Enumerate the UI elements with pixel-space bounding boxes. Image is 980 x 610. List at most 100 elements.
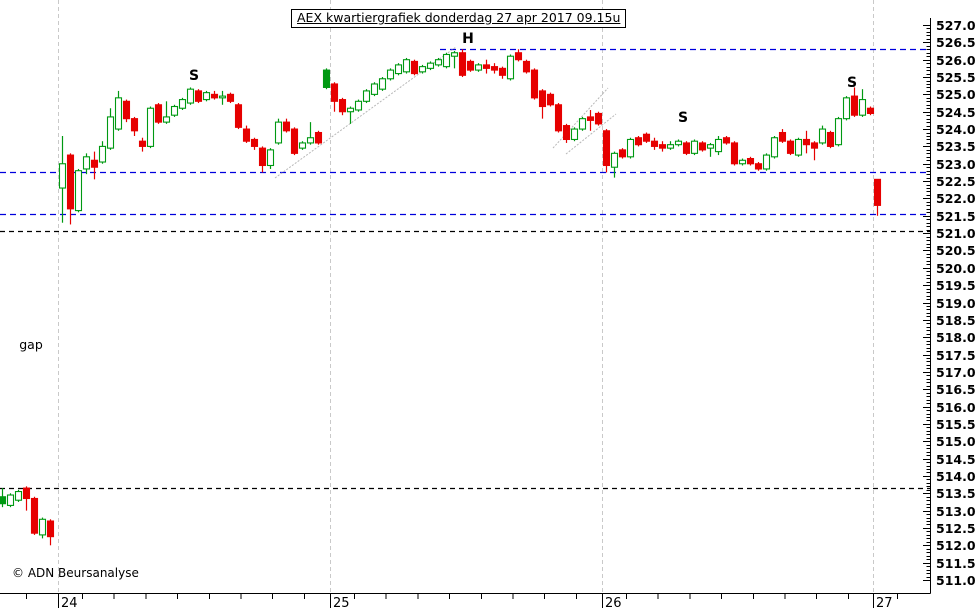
candle: [754, 162, 763, 171]
candle: [258, 146, 267, 173]
candle: [98, 141, 107, 164]
candle-body: [466, 60, 475, 71]
candle: [386, 68, 395, 81]
candle: [226, 92, 235, 104]
candle: [266, 148, 275, 169]
candle: [274, 118, 283, 145]
candle-body: [138, 140, 147, 147]
y-tick-label: 526.5: [936, 35, 976, 50]
y-axis-ticks: 511.0 511.5 512.0 512.5 513.0 513.5 514.0 514.5…: [923, 18, 976, 588]
candle-body: [706, 144, 715, 149]
candle: [634, 136, 643, 147]
candle-body: [602, 130, 611, 167]
candle: [402, 57, 411, 74]
candle: [866, 106, 875, 116]
y-tick-label: 523.5: [936, 139, 976, 154]
y-tick-label: 511.5: [936, 556, 976, 571]
candle-body: [650, 140, 659, 147]
candle: [378, 77, 387, 91]
candle-body: [154, 104, 163, 123]
candle: [0, 488, 7, 508]
candle-body: [218, 95, 227, 99]
x-axis-ticks: 24 25 26 27: [26, 593, 898, 610]
candle: [786, 139, 795, 156]
candle: [90, 151, 99, 180]
candle: [626, 137, 635, 159]
candle-body: [0, 496, 7, 505]
candle: [578, 116, 587, 131]
candle: [802, 130, 811, 154]
candle: [162, 101, 171, 124]
y-tick-label: 520.0: [936, 261, 976, 276]
candle-body: [98, 145, 107, 163]
candle-body: [778, 131, 787, 142]
candle: [370, 82, 379, 97]
candle: [490, 63, 499, 74]
candle-body: [266, 149, 275, 167]
pattern-label: S: [678, 110, 688, 126]
candle: [362, 89, 371, 104]
y-tick-label: 526.0: [936, 53, 976, 68]
candle: [122, 99, 131, 123]
y-tick-label: 512.0: [936, 538, 976, 553]
candle-body: [578, 118, 587, 130]
candle: [682, 141, 691, 156]
candlesticks: [0, 49, 882, 546]
candle-body: [322, 69, 331, 88]
candle-body: [226, 93, 235, 102]
y-tick-label: 525.0: [936, 87, 976, 102]
candle-body: [586, 116, 595, 121]
candle: [778, 129, 787, 143]
candle: [834, 116, 843, 147]
candle: [22, 486, 31, 511]
candle-body: [666, 144, 675, 149]
candle-body: [282, 121, 291, 132]
candle: [82, 153, 91, 175]
candle-body: [106, 116, 115, 149]
day-label: 24: [61, 596, 78, 610]
candle-body: [546, 93, 555, 106]
candle-body: [210, 93, 219, 99]
candle-body: [162, 116, 171, 123]
candle: [810, 141, 819, 161]
trendline: [552, 87, 609, 149]
candle-body: [338, 99, 347, 113]
candle: [130, 116, 139, 136]
candle-body: [298, 142, 307, 149]
candle-body: [314, 131, 323, 144]
candle-body: [170, 105, 179, 116]
candle: [730, 141, 739, 166]
candle-body: [770, 137, 779, 158]
candle-body: [634, 137, 643, 146]
candle: [346, 106, 355, 124]
y-tick-label: 519.0: [936, 296, 976, 311]
candle: [873, 178, 882, 216]
candle: [538, 89, 547, 119]
candle-body: [178, 99, 187, 109]
candle: [570, 127, 579, 142]
candle: [746, 156, 755, 166]
candle-body: [234, 104, 243, 128]
candle-body: [682, 142, 691, 154]
candle: [722, 136, 731, 145]
candle-body: [506, 55, 515, 80]
candle-body: [562, 125, 571, 141]
y-tick-label: 514.0: [936, 469, 976, 484]
candle: [562, 123, 571, 143]
candle: [850, 87, 859, 117]
y-tick-label: 522.5: [936, 174, 976, 189]
candle: [498, 66, 507, 79]
candle: [170, 104, 179, 117]
candle-body: [442, 53, 451, 68]
candle-body: [370, 83, 379, 95]
candle-body: [794, 138, 803, 156]
candle-body: [82, 156, 91, 170]
candle: [330, 82, 339, 112]
candle-body: [38, 518, 47, 536]
y-tick-label: 521.5: [936, 209, 976, 224]
y-tick-label: 516.5: [936, 382, 976, 397]
candle-body: [6, 494, 15, 506]
candle: [762, 153, 771, 171]
candle-body: [202, 92, 211, 101]
